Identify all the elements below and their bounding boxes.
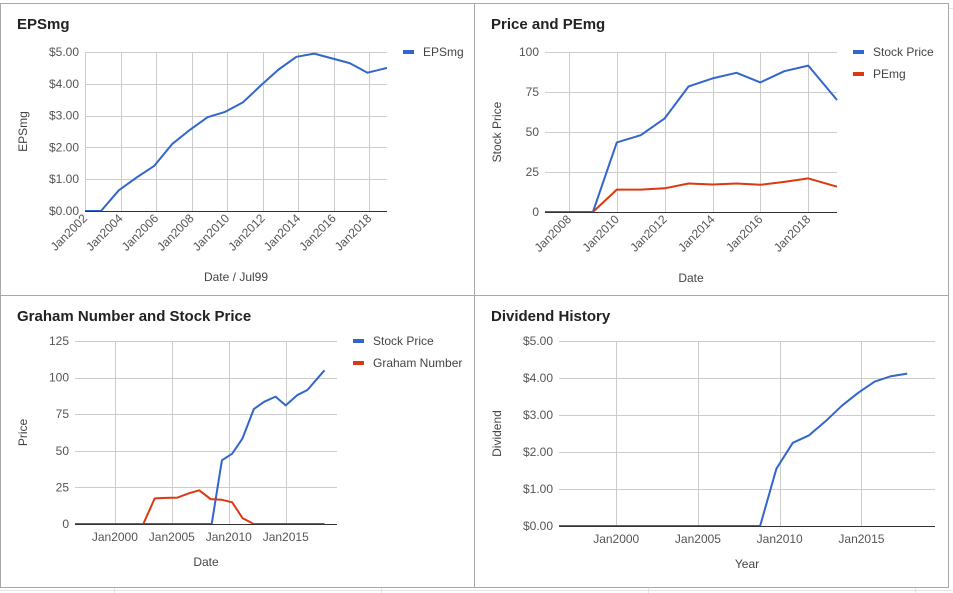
legend: EPSmg [403, 45, 464, 59]
y-tick-label: $4.00 [49, 77, 79, 91]
legend-label: Stock Price [373, 334, 434, 348]
y-tick-labels: 0 25 50 75 100 125 [49, 334, 69, 531]
y-tick-label: $0.00 [523, 519, 553, 533]
series-line-pemg[interactable] [545, 177, 838, 213]
x-tick-label: Jan2010 [206, 530, 252, 544]
y-tick-label: 125 [49, 334, 69, 348]
series-lines [559, 372, 908, 527]
legend-swatch [853, 72, 864, 76]
y-axis-title: Stock Price [490, 101, 504, 162]
x-tick-label: Jan2012 [627, 212, 670, 255]
y-axis-title: Dividend [490, 410, 504, 457]
y-tick-label: $4.00 [523, 371, 553, 385]
x-tick-label: Jan2008 [154, 211, 197, 254]
legend-label: Stock Price [873, 45, 934, 59]
y-tick-label: 25 [56, 480, 70, 494]
y-tick-label: $1.00 [49, 172, 79, 186]
legend: Stock Price Graham Number [353, 334, 462, 370]
chart-title: Price and PEmg [491, 16, 606, 33]
chart-panel-price-pemg[interactable]: Price and PEmg 0 25 50 75 100 Jan2008 Jan2010 J… [474, 3, 949, 296]
y-tick-label: 25 [526, 165, 540, 179]
x-tick-label: Jan2014 [675, 212, 718, 255]
x-axis-title: Date / Jul99 [204, 270, 268, 284]
x-axis-title: Date [193, 555, 219, 569]
series-line-stock-price[interactable] [75, 369, 326, 525]
chart-title: Graham Number and Stock Price [17, 308, 252, 325]
legend-swatch [403, 50, 414, 54]
legend-label: PEmg [873, 67, 906, 81]
x-tick-label: Jan2005 [149, 530, 195, 544]
y-tick-labels: $0.00 $1.00 $2.00 $3.00 $4.00 $5.00 [523, 334, 553, 533]
chart-svg-price-pemg: 0 25 50 75 100 Jan2008 Jan2010 Jan2012 Jan2014 Ja… [490, 45, 934, 285]
legend-swatch [353, 339, 364, 343]
x-tick-label: Jan2004 [83, 211, 126, 254]
x-tick-label: Jan2015 [838, 532, 884, 546]
y-axis-title: Price [16, 419, 30, 447]
chart-panel-dividend-history[interactable]: Dividend History $0.00 $1.00 $2.00 $3.00 $4.… [474, 295, 949, 588]
y-tick-label: $5.00 [49, 45, 79, 59]
x-tick-label: Jan2015 [263, 530, 309, 544]
y-tick-label: $2.00 [49, 140, 79, 154]
y-axis-title: EPSmg [16, 111, 30, 152]
series-lines [75, 369, 326, 525]
x-tick-label: Jan2010 [190, 211, 233, 254]
legend-swatch [853, 50, 864, 54]
y-tick-label: 0 [62, 517, 69, 531]
legend-swatch [353, 361, 364, 365]
series-line-stock-price[interactable] [545, 64, 838, 213]
chart-svg-epsmg: $0.00 $1.00 $2.00 $3.00 $4.00 $5.00 Jan2002Jan… [16, 45, 464, 284]
x-tick-labels: Jan2002Jan2004Jan2006Jan2008Jan2010Jan20… [48, 211, 375, 254]
x-tick-label: Jan2016 [296, 211, 339, 254]
series-line-dividend[interactable] [559, 372, 908, 527]
x-axis-title: Year [735, 557, 759, 571]
chart-title: Dividend History [491, 308, 611, 325]
y-tick-label: $0.00 [49, 204, 79, 218]
x-tick-labels: Jan2008 Jan2010 Jan2012 Jan2014 Jan2016 Jan20… [532, 212, 814, 255]
legend-label: EPSmg [423, 45, 464, 59]
y-tick-label: 75 [56, 407, 70, 421]
gridlines [559, 341, 935, 526]
x-tick-label: Jan2005 [675, 532, 721, 546]
y-tick-label: $5.00 [523, 334, 553, 348]
x-tick-label: Jan2010 [579, 212, 622, 255]
y-tick-label: 100 [49, 371, 69, 385]
series-lines [85, 52, 388, 212]
series-line-graham-number[interactable] [75, 489, 325, 525]
x-axis-title: Date [678, 271, 704, 285]
legend: Stock Price PEmg [853, 45, 934, 81]
gridlines [75, 341, 337, 524]
y-tick-label: 50 [56, 444, 70, 458]
chart-panel-epsmg[interactable]: EPSmg $0.00 $1.00 $2.00 $3.00 $4.00 $5.00 Jan2… [0, 3, 475, 296]
x-tick-labels: Jan2000 Jan2005 Jan2010 Jan2015 [92, 530, 309, 544]
y-tick-label: $3.00 [49, 109, 79, 123]
y-tick-label: 50 [526, 125, 540, 139]
series-line-epsmg[interactable] [85, 52, 388, 212]
chart-panel-graham-number[interactable]: Graham Number and Stock Price 0 25 50 75 100… [0, 295, 475, 588]
x-tick-label: Jan2012 [225, 211, 268, 254]
series-lines [545, 64, 838, 213]
x-tick-label: Jan2018 [332, 211, 375, 254]
x-tick-label: Jan2010 [757, 532, 803, 546]
y-tick-label: $2.00 [523, 445, 553, 459]
x-tick-label: Jan2000 [92, 530, 138, 544]
x-tick-label: Jan2014 [261, 211, 304, 254]
x-tick-labels: Jan2000 Jan2005 Jan2010 Jan2015 [593, 532, 885, 546]
gridlines [85, 52, 387, 211]
x-tick-label: Jan2018 [771, 212, 814, 255]
x-tick-label: Jan2016 [723, 212, 766, 255]
legend-label: Graham Number [373, 356, 462, 370]
y-tick-label: 75 [526, 85, 540, 99]
chart-svg-graham-number: 0 25 50 75 100 125 Jan2000 Jan2005 Jan2010 Jan201… [16, 334, 462, 569]
gridlines [545, 52, 837, 212]
x-tick-label: Jan2006 [119, 211, 162, 254]
y-tick-label: 100 [519, 45, 539, 59]
chart-title: EPSmg [17, 16, 70, 33]
x-tick-label: Jan2000 [593, 532, 639, 546]
y-tick-label: 0 [532, 205, 539, 219]
y-tick-label: $3.00 [523, 408, 553, 422]
y-tick-labels: $0.00 $1.00 $2.00 $3.00 $4.00 $5.00 [49, 45, 79, 218]
y-tick-label: $1.00 [523, 482, 553, 496]
y-tick-labels: 0 25 50 75 100 [519, 45, 539, 219]
